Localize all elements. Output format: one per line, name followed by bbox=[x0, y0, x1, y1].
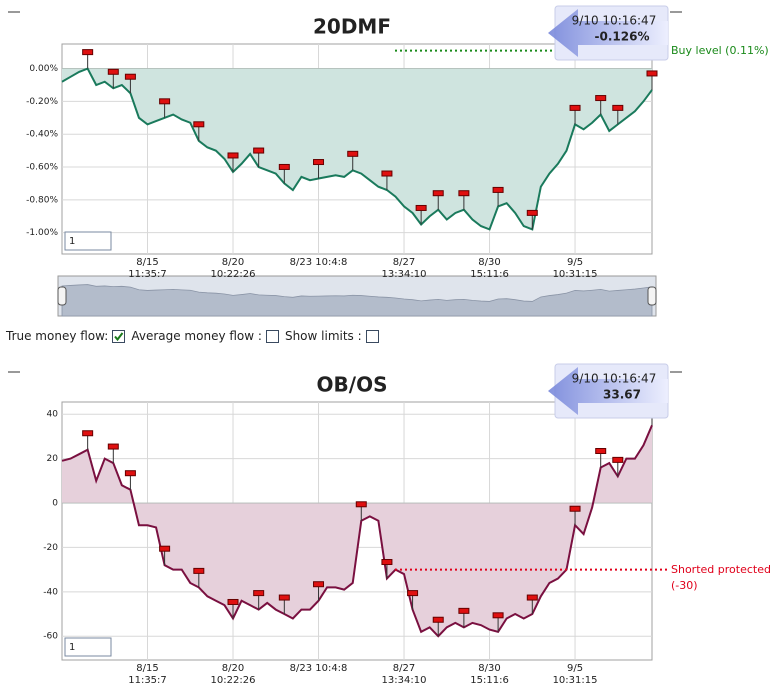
y-tick-label: -40 bbox=[43, 587, 58, 597]
event-flag bbox=[278, 594, 290, 601]
event-flag bbox=[407, 590, 419, 597]
y-tick-label: -0.40% bbox=[26, 130, 58, 140]
control-label: True money flow: bbox=[6, 329, 109, 343]
controls-row: True money flow: Average money flow : Show… bbox=[6, 329, 385, 343]
callout-time: 9/10 10:16:47 bbox=[572, 372, 657, 386]
event-flag bbox=[107, 68, 119, 75]
chart-title: OB/OS bbox=[317, 373, 388, 397]
event-flag bbox=[492, 612, 504, 619]
event-flag bbox=[82, 430, 94, 437]
event-flag bbox=[526, 594, 538, 601]
event-flag bbox=[526, 209, 538, 216]
checkbox[interactable] bbox=[365, 329, 379, 343]
range-input-value: 1 bbox=[69, 642, 75, 653]
x-tick-label: 8/27 13:34:10 bbox=[381, 257, 427, 280]
event-flag bbox=[227, 152, 239, 159]
navigator-handle[interactable] bbox=[57, 286, 67, 306]
callout-time: 9/10 10:16:47 bbox=[572, 14, 657, 28]
event-flag bbox=[492, 186, 504, 193]
event-flag bbox=[612, 104, 624, 111]
event-flag bbox=[595, 447, 607, 454]
event-flag bbox=[124, 470, 136, 477]
event-flag bbox=[458, 190, 470, 197]
y-tick-label: -20 bbox=[43, 543, 58, 553]
x-tick-label: 8/27 13:34:10 bbox=[381, 663, 427, 686]
checkbox[interactable] bbox=[265, 329, 279, 343]
event-flag bbox=[381, 559, 393, 566]
x-tick-label: 8/30 15:11:6 bbox=[470, 663, 509, 686]
y-tick-label: 0 bbox=[52, 499, 58, 509]
event-flag bbox=[124, 73, 136, 80]
area-fill bbox=[62, 425, 652, 637]
x-tick-label: 8/20 10:22:26 bbox=[210, 663, 256, 686]
event-flag bbox=[612, 456, 624, 463]
event-flag bbox=[159, 545, 171, 552]
range-input-value: 1 bbox=[69, 236, 75, 247]
y-tick-label: 0.00% bbox=[29, 64, 58, 74]
event-flag bbox=[278, 163, 290, 170]
event-flag bbox=[646, 70, 658, 77]
x-tick-label: 8/20 10:22:26 bbox=[210, 257, 256, 280]
x-tick-label: 8/15 11:35:7 bbox=[128, 257, 167, 280]
event-flag bbox=[193, 121, 205, 128]
event-flag bbox=[355, 501, 367, 508]
range-input[interactable] bbox=[64, 637, 112, 657]
chart-title: 20DMF bbox=[313, 15, 391, 39]
event-flag bbox=[253, 590, 265, 597]
checkbox[interactable] bbox=[112, 329, 126, 343]
navigator-handle[interactable] bbox=[647, 286, 657, 306]
x-tick-label: 8/30 15:11:6 bbox=[470, 257, 509, 280]
callout-arrow bbox=[548, 9, 668, 57]
threshold-label: Shorted protected (-30) bbox=[671, 562, 771, 592]
series-line bbox=[61, 67, 653, 231]
navigator-series bbox=[61, 284, 653, 317]
event-flag bbox=[458, 607, 470, 614]
control-label: Show limits : bbox=[284, 329, 362, 343]
checkmark-path bbox=[114, 331, 124, 341]
event-flag bbox=[432, 190, 444, 197]
y-tick-label: 20 bbox=[47, 454, 59, 464]
event-flag bbox=[253, 147, 265, 154]
event-flag bbox=[227, 598, 239, 605]
event-flag bbox=[569, 104, 581, 111]
event-flag bbox=[415, 204, 427, 211]
event-flag bbox=[347, 150, 359, 157]
control-label: Average money flow : bbox=[131, 329, 262, 343]
threshold-label: Buy level (0.11%) bbox=[671, 43, 769, 57]
area-fill bbox=[62, 68, 652, 230]
x-tick-label: 8/15 11:35:7 bbox=[128, 663, 167, 686]
event-flag bbox=[432, 616, 444, 623]
x-tick-label: 9/5 10:31:15 bbox=[552, 663, 598, 686]
x-tick-label: 8/23 10:4:8 bbox=[289, 257, 348, 268]
event-flag bbox=[381, 170, 393, 177]
x-tick-label: 8/23 10:4:8 bbox=[289, 663, 348, 674]
y-tick-label: 40 bbox=[47, 410, 59, 420]
event-flag bbox=[313, 159, 325, 166]
callout-value: -0.126% bbox=[595, 30, 650, 44]
event-flag bbox=[193, 567, 205, 574]
event-flag bbox=[313, 581, 325, 588]
y-tick-label: -60 bbox=[43, 632, 58, 642]
checkmark bbox=[114, 331, 124, 341]
callout-arrow bbox=[548, 367, 668, 415]
event-flag bbox=[82, 49, 94, 56]
range-input[interactable] bbox=[64, 231, 112, 251]
event-flag bbox=[107, 443, 119, 450]
x-tick-label: 9/5 10:31:15 bbox=[552, 257, 598, 280]
y-tick-label: -0.60% bbox=[26, 163, 58, 173]
y-tick-label: -1.00% bbox=[26, 228, 58, 238]
event-flag bbox=[159, 98, 171, 105]
event-flag bbox=[569, 505, 581, 512]
callout-value: 33.67 bbox=[603, 388, 641, 402]
event-flag bbox=[595, 95, 607, 102]
y-tick-label: -0.20% bbox=[26, 97, 58, 107]
y-tick-label: -0.80% bbox=[26, 195, 58, 205]
